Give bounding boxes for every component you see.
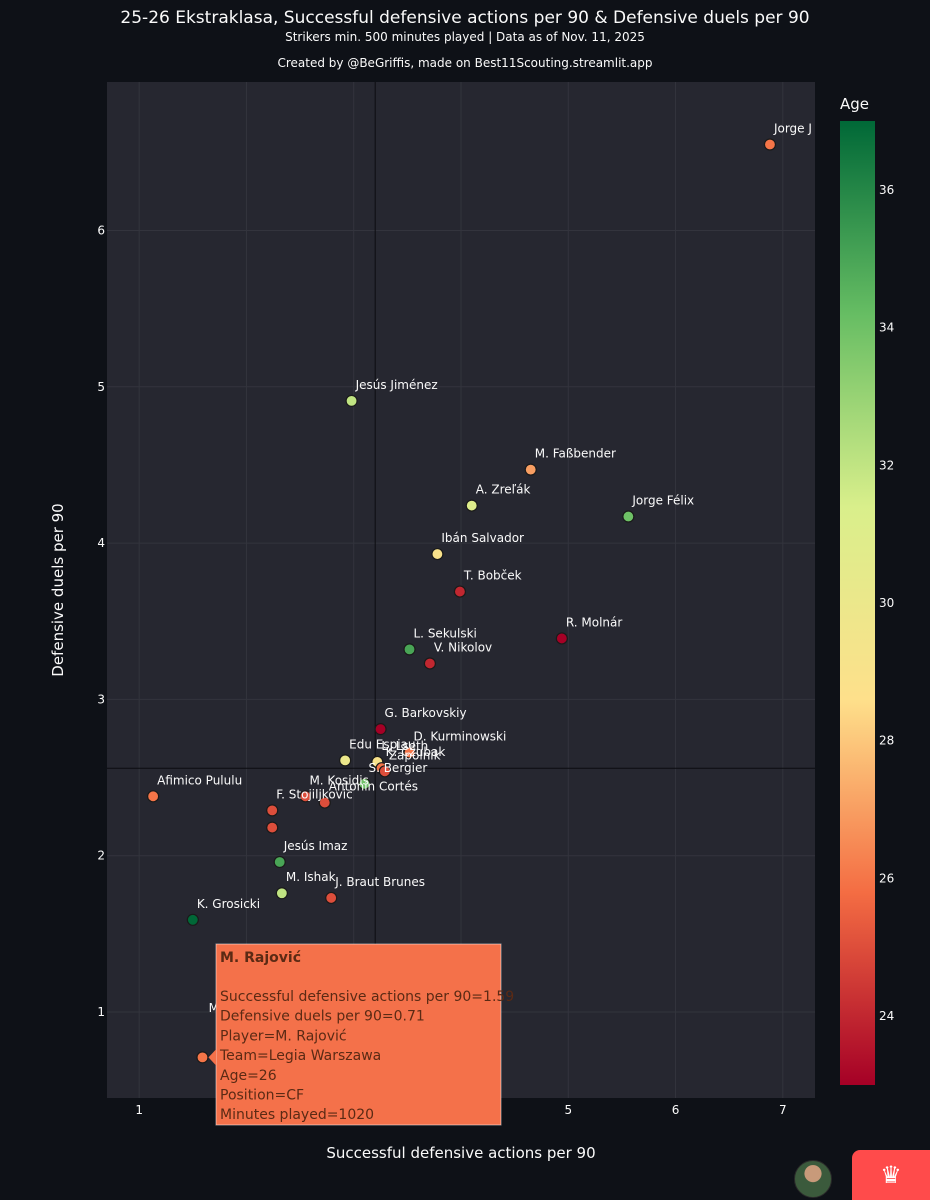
- data-point[interactable]: [423, 657, 436, 670]
- chart-subtitle: Strikers min. 500 minutes played | Data …: [285, 30, 645, 44]
- point-label: F. Stojiljković: [276, 787, 353, 801]
- data-point[interactable]: [374, 723, 387, 736]
- point-label: M. Faßbender: [535, 447, 616, 461]
- point-label: Ibán Salvador: [441, 531, 524, 545]
- point-label: Edu Espiau: [349, 737, 415, 751]
- data-point[interactable]: [147, 790, 160, 803]
- point-label: Jesús Imaz: [283, 839, 348, 853]
- data-point[interactable]: [345, 394, 358, 407]
- point-label: Zapolnik: [389, 748, 441, 762]
- x-tick-label: 6: [672, 1103, 680, 1117]
- y-tick-label: 2: [97, 849, 105, 863]
- x-tick-label: 7: [779, 1103, 787, 1117]
- colorbar-tick-label: 24: [879, 1009, 894, 1023]
- y-tick-label: 4: [97, 536, 105, 550]
- point-label: V. Nikolov: [434, 640, 492, 654]
- colorbar-tick-label: 28: [879, 734, 894, 748]
- data-point[interactable]: [273, 855, 286, 869]
- data-point[interactable]: [622, 510, 635, 523]
- y-tick-label: 6: [97, 223, 105, 237]
- tooltip-line: Age=26: [220, 1068, 277, 1084]
- point-label: R. Molnár: [566, 615, 623, 629]
- point-label: J. Braut Brunes: [334, 875, 425, 889]
- data-point[interactable]: [358, 777, 371, 790]
- data-point[interactable]: [186, 913, 199, 926]
- data-point[interactable]: [403, 643, 416, 656]
- point-label: Afimico Pululu: [157, 773, 242, 787]
- tooltip-title: M. Rajović: [220, 950, 301, 966]
- y-tick-label: 5: [97, 380, 105, 394]
- data-point[interactable]: [299, 790, 312, 803]
- data-point[interactable]: [339, 754, 352, 767]
- data-point[interactable]: [318, 796, 331, 809]
- data-points[interactable]: [147, 138, 777, 1064]
- data-point[interactable]: [763, 138, 777, 151]
- colorbar-title: Age: [840, 95, 869, 113]
- tooltip-line: Defensive duels per 90=0.71: [220, 1009, 425, 1025]
- data-point[interactable]: [266, 821, 279, 834]
- point-label: T. Bobček: [463, 569, 522, 583]
- point-label: Jesús Jiménez: [355, 378, 438, 392]
- tooltip-line: Successful defensive actions per 90=1.59: [220, 989, 514, 1005]
- data-point[interactable]: [325, 891, 338, 905]
- colorbar-tick-label: 26: [879, 871, 894, 885]
- point-labels: Jorge J Jesús Jiménez M. Faßbender A. Zreľá…: [157, 122, 812, 911]
- tooltip-line: Team=Legia Warszawa: [219, 1048, 381, 1064]
- data-point[interactable]: [266, 804, 279, 817]
- point-label: G. Barkovskiy: [385, 706, 467, 720]
- colorbar-ticks: 24 26 28 30 32 34 36: [879, 183, 894, 1023]
- colorbar-tick-label: 32: [879, 458, 894, 472]
- data-point[interactable]: [453, 585, 467, 598]
- tooltip-pointer: [208, 1049, 216, 1066]
- data-point[interactable]: [275, 887, 288, 900]
- user-avatar[interactable]: [794, 1160, 832, 1198]
- point-label: D. Kurminowski: [414, 730, 507, 744]
- data-point[interactable]: [524, 463, 537, 476]
- y-tick-label: 3: [97, 692, 105, 706]
- data-point[interactable]: [403, 746, 416, 759]
- colorbar-tick-label: 36: [879, 183, 894, 197]
- point-label: M. Kosidis: [309, 773, 368, 787]
- point-label: K. Grosicki: [197, 897, 260, 911]
- reference-lines: [107, 82, 815, 1098]
- y-tick-label: 1: [97, 1005, 105, 1019]
- x-axis-title: Successful defensive actions per 90: [326, 1144, 595, 1162]
- data-point[interactable]: [555, 632, 568, 645]
- data-point[interactable]: [378, 765, 391, 778]
- streamlit-crown-icon[interactable]: ♛: [852, 1150, 930, 1200]
- tooltip-box: [215, 943, 502, 1126]
- chart-credit: Created by @BeGriffis, made on Best11Sco…: [277, 56, 652, 70]
- point-label: L. Lseth: [381, 739, 428, 753]
- colorbar: [840, 121, 875, 1085]
- data-point[interactable]: [431, 547, 444, 561]
- colorbar-tick-label: 34: [879, 321, 894, 335]
- point-label: M. Ishak: [286, 870, 336, 884]
- hover-tooltip: M. Rajović Successful defensive actions p…: [208, 943, 514, 1126]
- point-label: A. Zreľák: [476, 483, 531, 497]
- tooltip-line: Position=CF: [220, 1088, 304, 1104]
- x-tick-label: 5: [564, 1103, 572, 1117]
- colorbar-tick-label: 30: [879, 596, 894, 610]
- point-label: L. Sekulski: [414, 626, 477, 640]
- chart-title: 25-26 Ekstraklasa, Successful defensive …: [120, 8, 809, 28]
- x-tick-label: 1: [135, 1103, 143, 1117]
- point-label: S. Bergier: [368, 761, 427, 775]
- tooltip-line: Minutes played=1020: [220, 1107, 374, 1123]
- y-axis-title: Defensive duels per 90: [49, 503, 67, 676]
- y-axis-ticks: 1 2 3 4 5 6: [97, 223, 105, 1019]
- data-point[interactable]: [465, 499, 478, 512]
- point-label: K. Czubak: [386, 745, 446, 759]
- point-label: Jorge Félix: [631, 494, 694, 508]
- point-label: Jorge J: [773, 122, 812, 136]
- tooltip-line: Player=M. Rajović: [220, 1028, 347, 1044]
- data-point[interactable]: [196, 1051, 209, 1064]
- point-label: Antonín Cortés: [329, 780, 418, 794]
